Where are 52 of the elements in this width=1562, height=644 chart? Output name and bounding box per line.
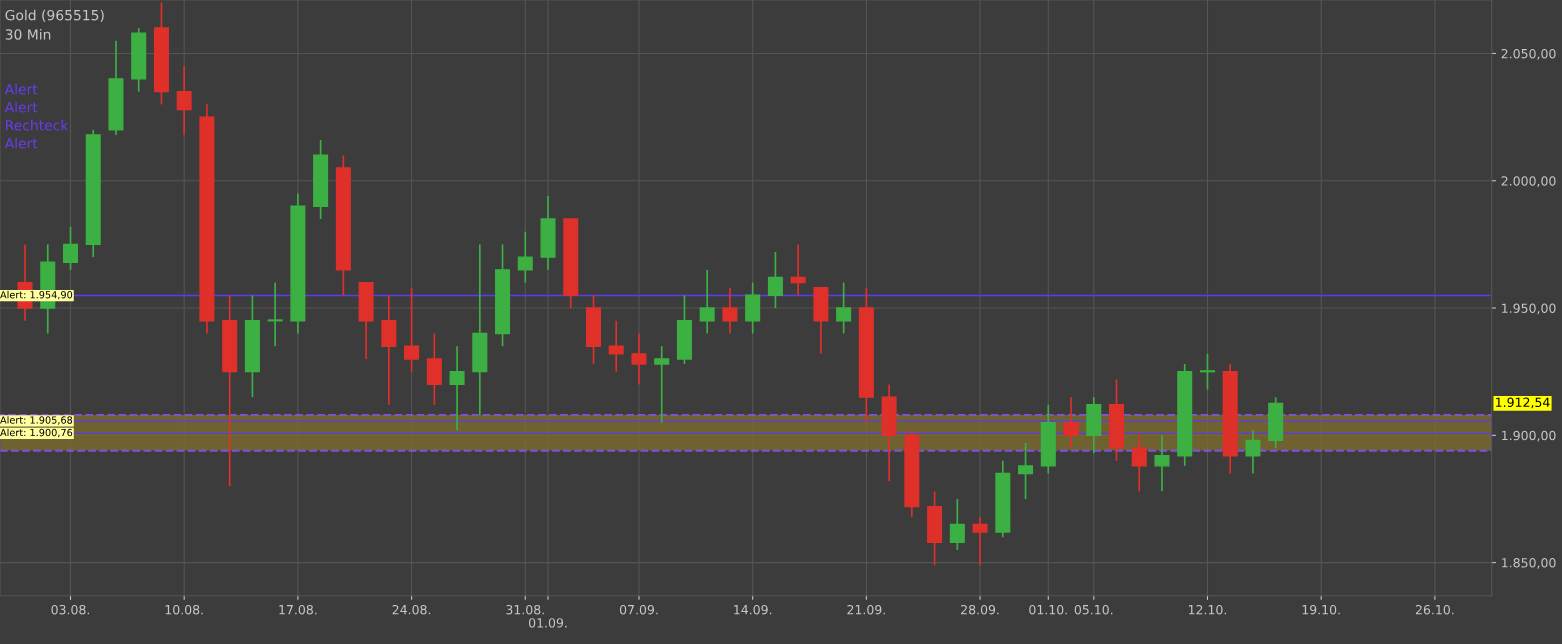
x-tick-label: 03.08.	[51, 604, 90, 615]
y-tick-label: 1.950,00	[1502, 303, 1556, 315]
y-tick-label: 2.050,00	[1501, 48, 1556, 60]
x-tick-label: 17.08.	[279, 604, 317, 615]
ref-line-label: Alert: 1.954,90	[0, 290, 73, 300]
candlestick	[1018, 442, 1034, 500]
x-tick-label: 05.10.	[1074, 604, 1113, 615]
ref-line-label: Alert: 1.900,76	[0, 428, 73, 438]
x-tick-label: 07.09.	[619, 604, 658, 615]
candlestick	[404, 286, 420, 373]
candlestick	[267, 281, 283, 348]
candlestick	[836, 281, 852, 335]
candlestick	[62, 225, 79, 271]
candlestick	[949, 498, 965, 551]
candlestick	[972, 515, 988, 566]
x-tick-label: 01.09.	[528, 618, 567, 628]
candlestick	[1245, 429, 1261, 475]
candlestick	[631, 332, 647, 386]
candlestick	[1154, 434, 1170, 493]
candlestick	[1131, 434, 1147, 493]
x-tick-label: 28.09.	[961, 604, 999, 615]
candlestick	[449, 345, 465, 432]
candlestick	[767, 251, 783, 309]
candlestick	[608, 319, 624, 373]
text: 1.912,54	[1496, 397, 1550, 409]
candlestick	[1063, 396, 1079, 449]
x-tick-label: 12.10.	[1188, 604, 1226, 615]
x-tick-label: 19.10.	[1302, 604, 1340, 615]
x-tick-label: 14.09.	[734, 604, 772, 615]
candlestick	[176, 65, 192, 136]
candlestick	[790, 243, 806, 297]
candlestick	[517, 230, 533, 284]
candlestick	[722, 286, 738, 335]
x-tick-label: 10.08.	[165, 604, 203, 615]
x-tick-label: 21.09.	[847, 604, 885, 615]
y-tick-label: 2.000,00	[1501, 176, 1556, 187]
x-tick-label: 01.10.	[1029, 604, 1067, 615]
annotation: Rechteck	[6, 119, 69, 131]
ref-line-label: Alert: 1.905,68	[0, 416, 73, 425]
text: Gold (965515)	[5, 9, 104, 23]
candlestick	[654, 345, 670, 424]
x-tick-label: 24.08.	[392, 604, 431, 615]
text: 30 Min	[5, 28, 51, 40]
candlestick	[699, 269, 715, 335]
x-tick-label: 26.10.	[1415, 604, 1454, 615]
y-tick-label: 1.850,00	[1502, 558, 1556, 569]
candlestick	[1199, 353, 1215, 391]
annotation: Alert	[4, 137, 38, 149]
annotation: Alert	[4, 83, 38, 95]
x-tick-label: 31.08.	[506, 604, 544, 615]
annotation: Alert	[4, 101, 38, 113]
y-tick-label: 1.900,00	[1502, 430, 1556, 442]
